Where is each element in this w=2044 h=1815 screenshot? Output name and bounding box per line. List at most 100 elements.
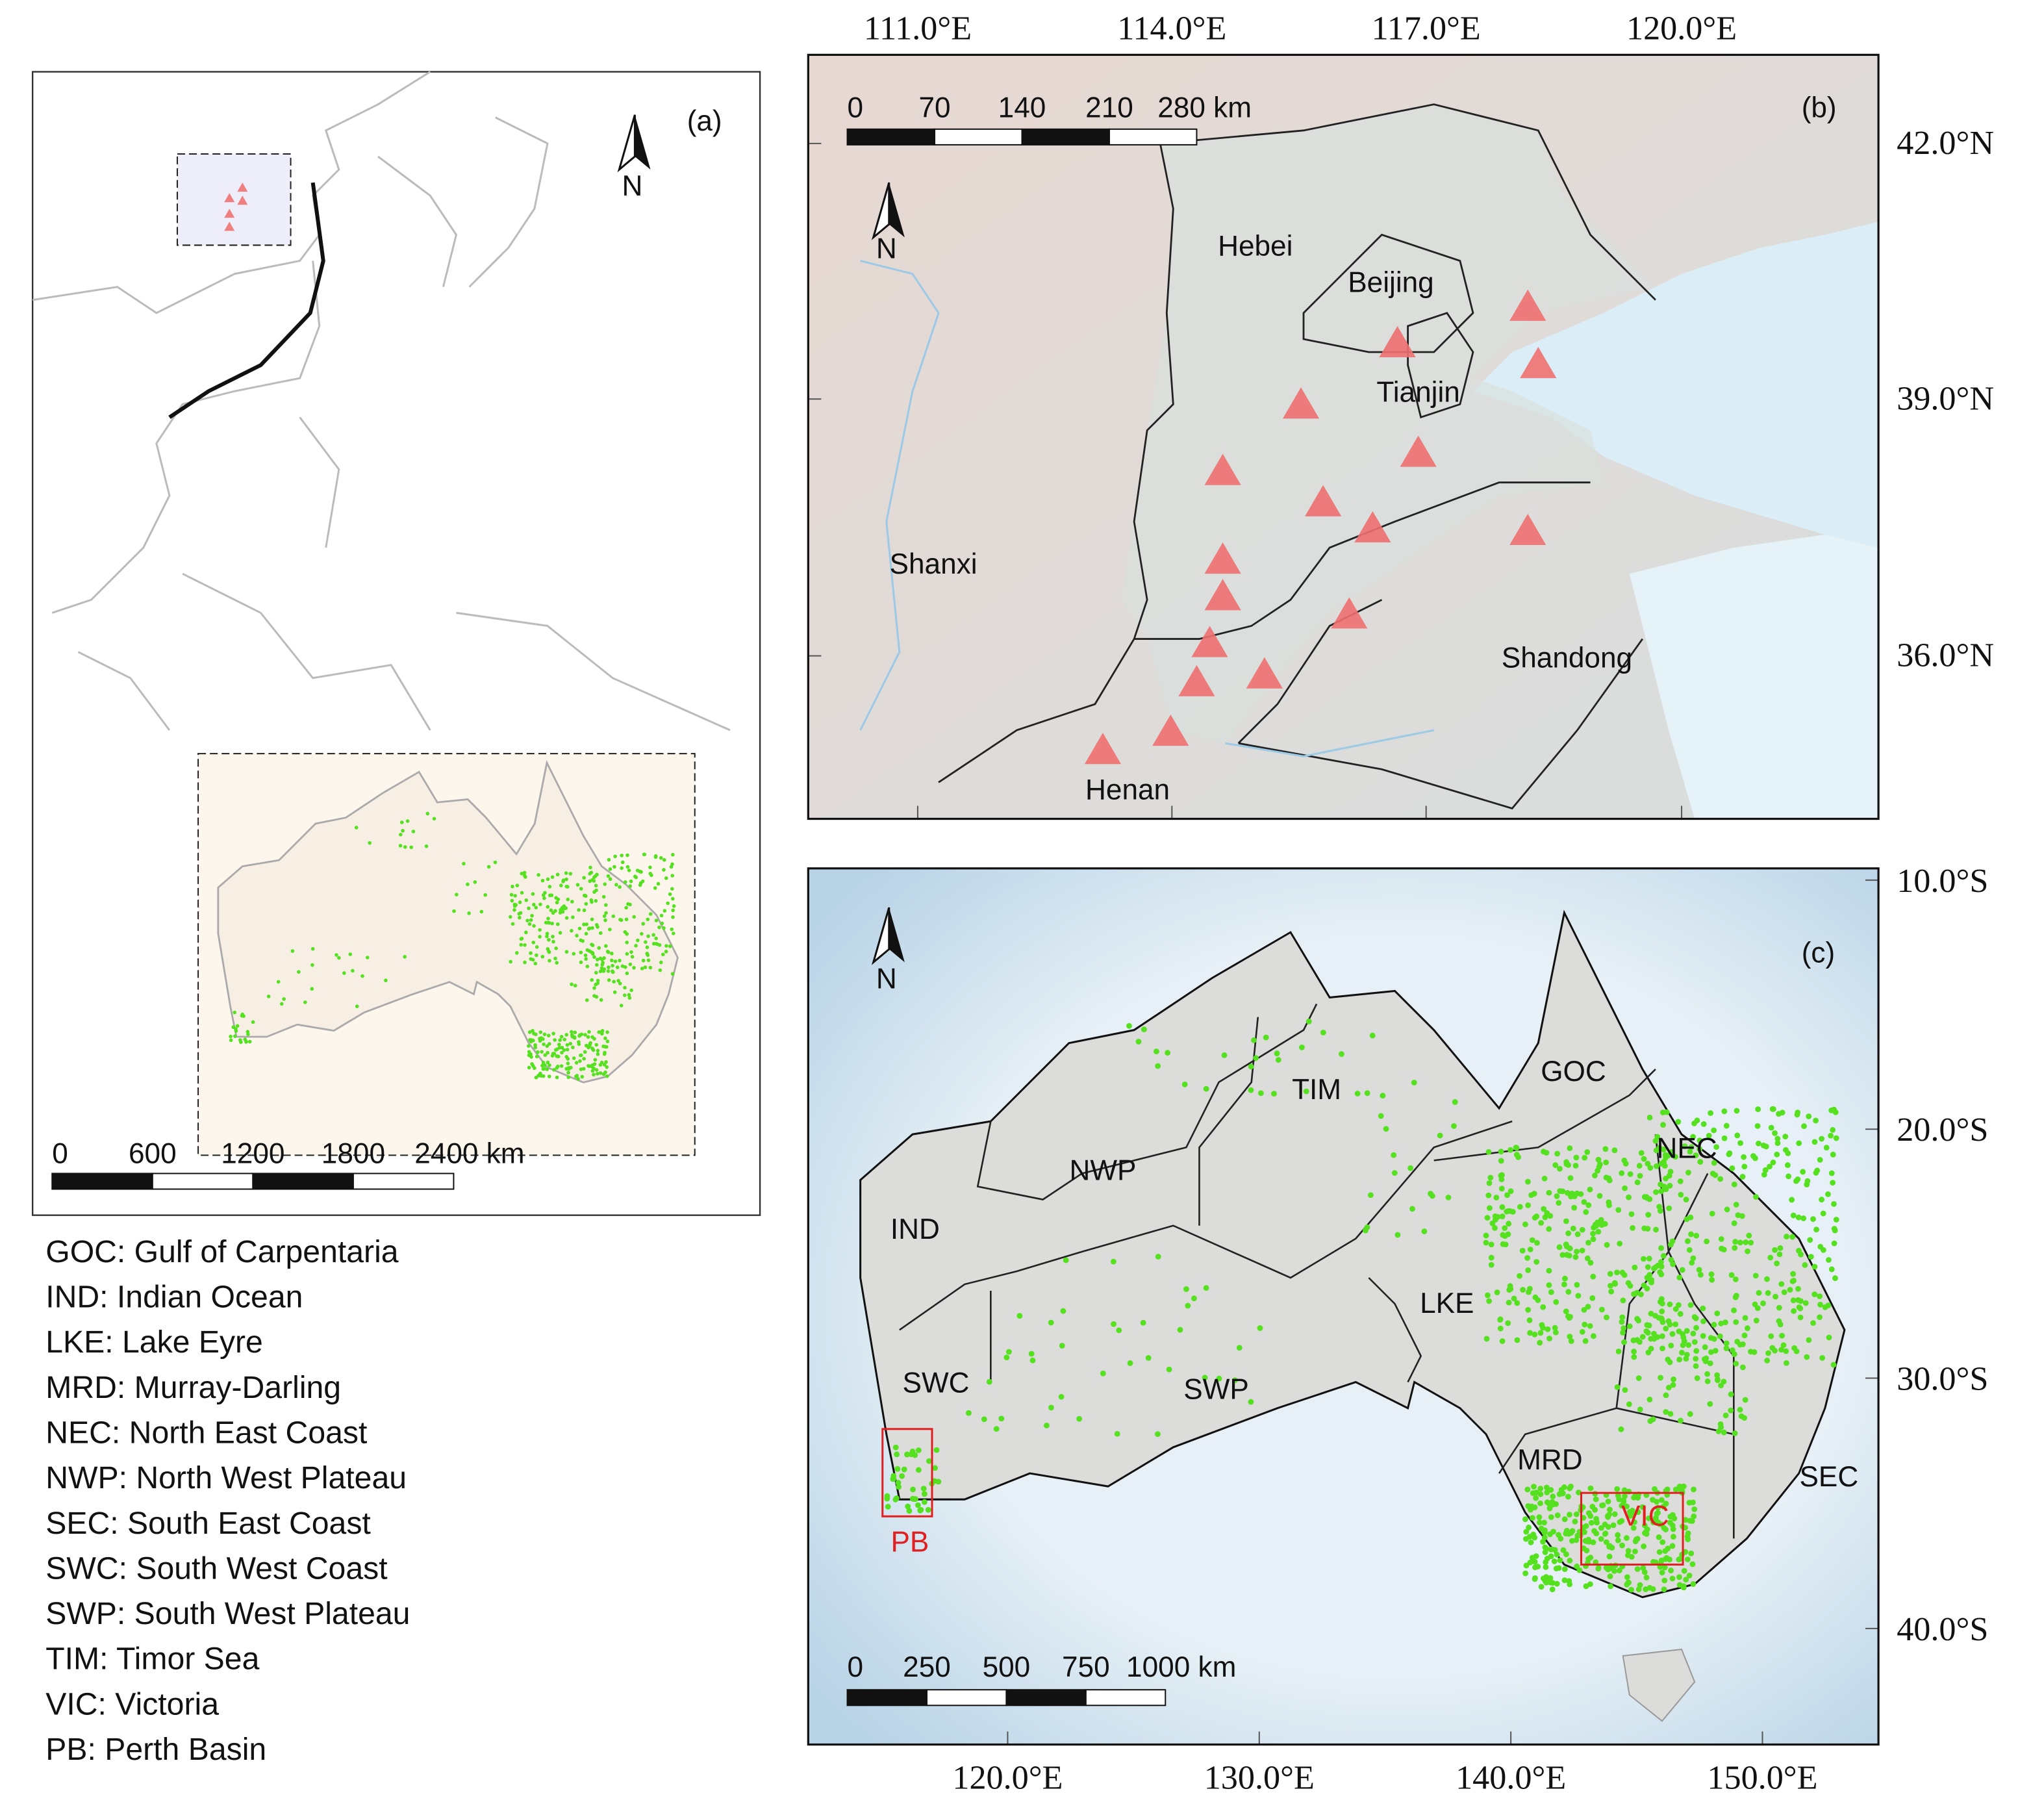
site-dot	[462, 861, 466, 866]
scale-segment	[1005, 1689, 1087, 1707]
site-dot	[1517, 1204, 1523, 1210]
site-dot	[1755, 1106, 1761, 1112]
site-dot	[1717, 1333, 1723, 1339]
site-dot	[1790, 1297, 1797, 1304]
site-dot	[538, 928, 542, 932]
site-dot	[1661, 1184, 1667, 1189]
site-dot	[1563, 1551, 1569, 1558]
site-dot	[538, 1073, 542, 1078]
site-dot	[611, 963, 614, 968]
site-dot	[409, 845, 414, 850]
scale-segment	[352, 1173, 455, 1190]
site-dot	[1828, 1266, 1835, 1273]
site-dot	[1781, 1289, 1787, 1295]
site-dot	[564, 871, 568, 875]
legend: GOC: Gulf of Carpentaria IND: Indian Ocea…	[45, 1234, 410, 1767]
site-dot	[1599, 1306, 1605, 1313]
site-dot	[1768, 1124, 1774, 1131]
site-dot	[1546, 1189, 1552, 1196]
site-dot	[1753, 1194, 1759, 1200]
site-dot	[1667, 1411, 1674, 1417]
site-dot	[1621, 1325, 1627, 1332]
site-dot	[1641, 1569, 1648, 1575]
site-dot	[1303, 1088, 1309, 1095]
site-markers	[1084, 289, 1557, 765]
site-dot	[1783, 1348, 1789, 1354]
site-dot	[911, 1496, 917, 1502]
site-dot	[1533, 1259, 1540, 1265]
scale-label: 1000 km	[1126, 1651, 1236, 1683]
site-dot	[486, 865, 491, 869]
site-dot	[523, 960, 527, 965]
site-dot	[1832, 1227, 1838, 1234]
site-dot	[564, 877, 568, 882]
site-dot	[1661, 1163, 1668, 1169]
site-dot	[1631, 1519, 1637, 1525]
site-dot	[590, 943, 594, 946]
site-dot	[661, 952, 665, 957]
site-dot	[512, 908, 516, 912]
site-dot	[588, 872, 592, 876]
site-dot	[584, 957, 588, 961]
site-dot	[1777, 1245, 1784, 1251]
site-dot	[1565, 1289, 1572, 1295]
panel-frame	[807, 867, 1880, 1746]
site-dot	[1776, 1251, 1783, 1258]
site-dot	[483, 893, 488, 897]
site-dot	[1706, 1132, 1712, 1139]
site-dot	[1567, 1581, 1573, 1588]
site-dot	[1554, 1150, 1560, 1157]
site-dot	[664, 876, 668, 880]
region-label: GOC	[1541, 1056, 1606, 1087]
site-dot	[1653, 1189, 1659, 1195]
site-dot	[1742, 1397, 1748, 1403]
site-dot	[1485, 1149, 1492, 1155]
scale-segment	[1085, 1689, 1167, 1707]
site-dot	[1562, 1275, 1568, 1282]
site-dot	[904, 1451, 910, 1458]
site-dot	[1808, 1254, 1814, 1260]
site-dot	[1735, 1212, 1741, 1219]
region-label: LKE	[1420, 1288, 1474, 1319]
site-dot	[1028, 1351, 1035, 1357]
site-dot	[1527, 1330, 1533, 1336]
site-dot	[1802, 1300, 1809, 1306]
site-dot	[890, 1476, 897, 1482]
site-dot	[1519, 1247, 1526, 1254]
site-dot	[1659, 1308, 1665, 1315]
site-dot	[1693, 1356, 1699, 1362]
site-dot	[1621, 1339, 1627, 1345]
site-dot	[1505, 1320, 1511, 1326]
site-dot	[1626, 1401, 1632, 1408]
site-dot	[1522, 1221, 1528, 1228]
region-label: Henan	[1085, 774, 1170, 806]
site-dot	[1429, 1193, 1435, 1199]
site-dot	[1654, 1134, 1661, 1140]
site-dot	[536, 873, 540, 877]
site-dot	[1667, 1514, 1674, 1520]
site-dot	[1833, 1135, 1839, 1141]
site-dot	[466, 882, 470, 887]
site-dot	[555, 1064, 560, 1069]
site-dot	[515, 883, 520, 887]
site-dot	[1676, 1574, 1682, 1580]
site-dot	[1631, 1291, 1637, 1297]
site-dot	[1625, 1280, 1632, 1286]
site-dot	[624, 917, 629, 922]
site-dot	[1573, 1511, 1580, 1517]
site-dot	[1670, 1382, 1676, 1388]
site-dot	[1711, 1336, 1717, 1342]
site-dot	[405, 819, 410, 823]
site-dot	[1742, 1315, 1748, 1321]
site-dot	[1574, 1231, 1581, 1238]
site-dot	[1737, 1140, 1743, 1147]
site-dot	[1486, 1298, 1493, 1304]
site-dot	[1687, 1411, 1693, 1417]
site-dot	[1620, 1297, 1626, 1304]
site-dot	[546, 917, 550, 920]
site-dot	[1625, 1579, 1632, 1586]
lon-tick: 140.0°E	[1456, 1760, 1566, 1797]
site-dot	[342, 971, 346, 975]
site-dot	[1624, 1503, 1630, 1510]
